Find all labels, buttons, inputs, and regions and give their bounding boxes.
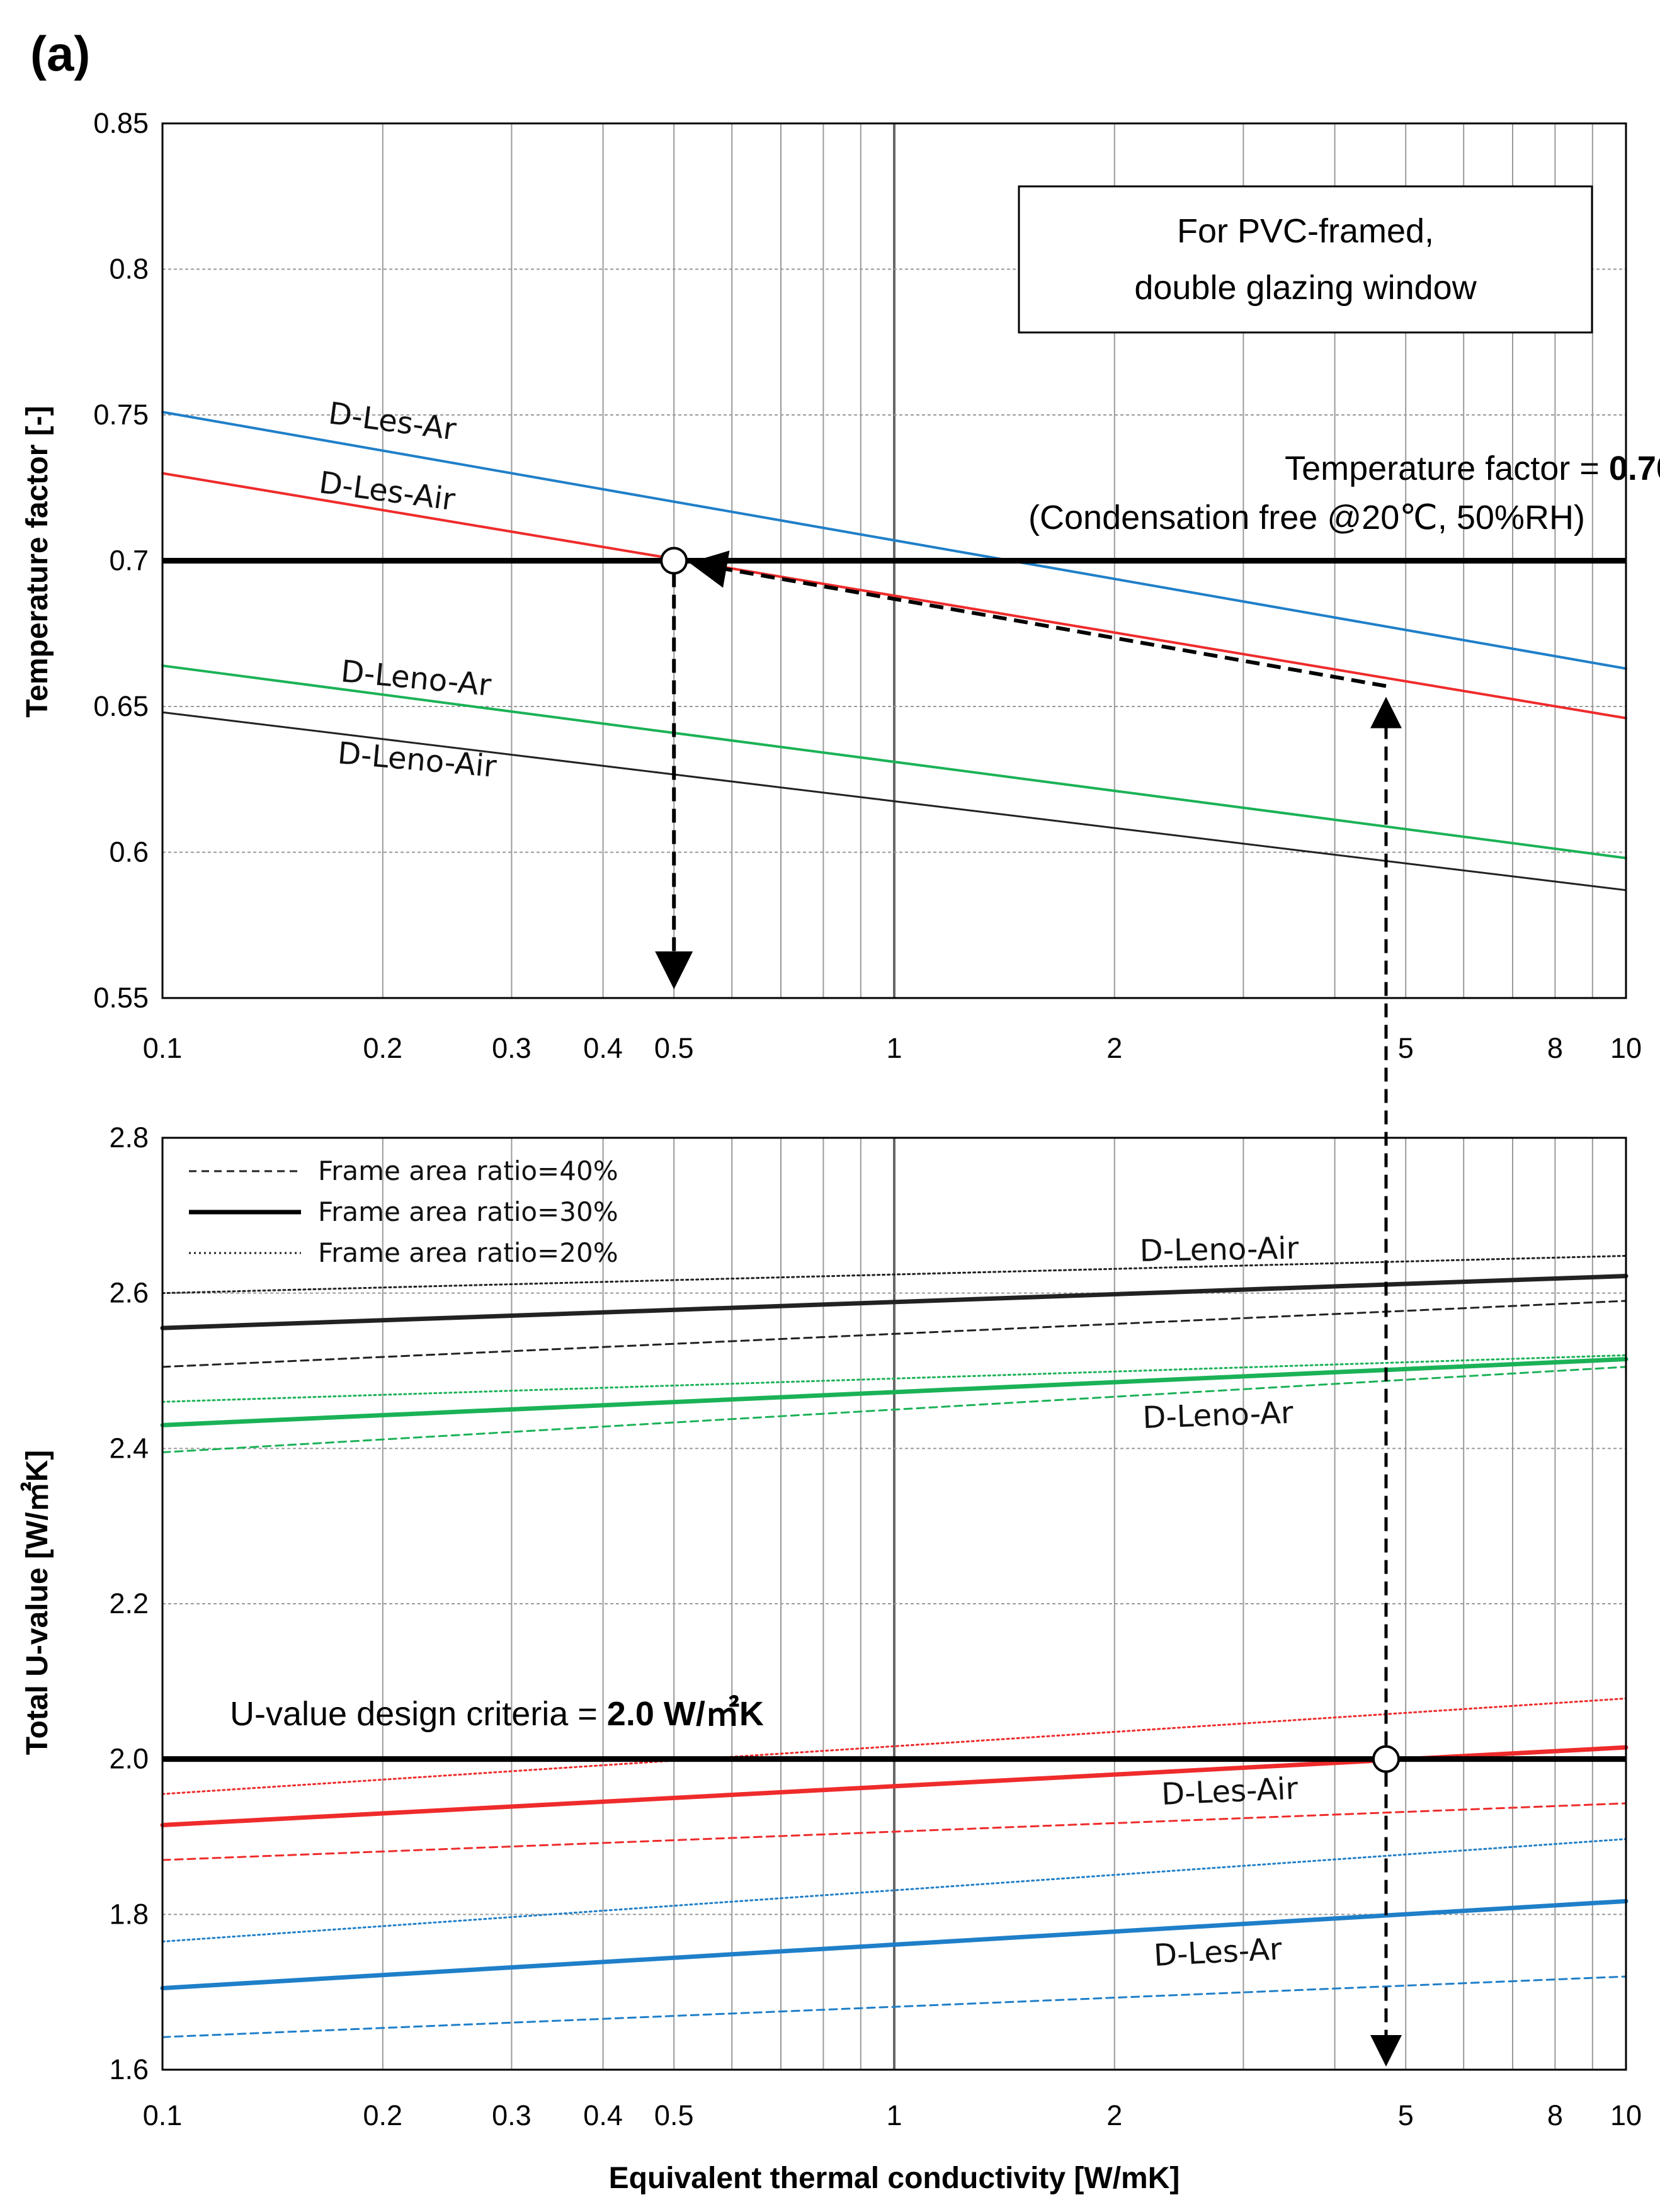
top-label-d-leno-ar: D-Leno-Ar: [339, 654, 493, 703]
top-label-d-leno-air: D-Leno-Air: [336, 735, 498, 785]
markers: [660, 547, 1400, 1773]
legend-label-20: Frame area ratio=20%: [318, 1237, 618, 1268]
info-box: [1018, 185, 1593, 334]
top-y-tick-label: 0.55: [93, 982, 149, 1014]
bottom-series-d-leno-air-40-: [161, 1300, 1627, 1368]
bottom-series-d-leno-ar-30-: [160, 1357, 1629, 1427]
bottom-y-axis-title: Total U-value [W/㎡K]: [20, 1450, 54, 1755]
bottom-series: [160, 1254, 1629, 2038]
bottom-series-d-les-air-40-: [161, 1802, 1627, 1861]
bottom-series-d-leno-ar-20-: [161, 1354, 1627, 1403]
legend-label-40: Frame area ratio=40%: [318, 1155, 618, 1186]
bottom-y-tick-label: 2.2: [109, 1587, 149, 1619]
bottom-x-tick-label: 0.4: [583, 2099, 623, 2131]
legend-label-30: Frame area ratio=30%: [318, 1196, 618, 1227]
top-y-tick-label: 0.65: [93, 690, 149, 722]
bottom-plot-frame: [161, 1137, 1627, 2071]
bottom-intersection-marker: [1372, 1745, 1400, 1773]
top-series-d-leno-air: [161, 711, 1627, 892]
top-y-tick-label: 0.85: [93, 107, 149, 139]
info-box-line1: For PVC-framed,: [1177, 212, 1434, 250]
bottom-series-d-leno-ar-40-: [161, 1366, 1627, 1453]
x-axis-title: Equivalent thermal conductivity [W/mK]: [609, 2162, 1180, 2195]
bottom-x-tick-label: 0.3: [492, 2099, 532, 2131]
bottom-y-tick-label: 2.8: [109, 1121, 149, 1154]
top-series-d-leno-ar: [161, 664, 1627, 859]
info-box-line2: double glazing window: [1134, 269, 1477, 307]
bottom-chart: 1.6 1.8 2.0 2.2 2.4 2.6 2.8 0.1 0.2 0.3 0.4 0.5 1 2 5 8…: [20, 1121, 1642, 2195]
bottom-label-d-les-air: D-Les-Air: [1161, 1771, 1299, 1812]
u-value-criteria-text: U-value design criteria = 2.0 W/㎡K: [230, 1694, 764, 1733]
bottom-label-d-les-ar: D-Les-Ar: [1153, 1931, 1283, 1973]
bottom-label-d-leno-air: D-Leno-Air: [1139, 1231, 1299, 1269]
bottom-y-tick-label: 2.0: [109, 1743, 149, 1775]
legend: Frame area ratio=40% Frame area ratio=30…: [189, 1155, 618, 1268]
top-x-tick-label: 0.1: [143, 1032, 183, 1064]
top-x-tick-label: 5: [1398, 1032, 1414, 1064]
top-x-tick-label: 0.4: [583, 1032, 623, 1064]
top-x-tick-label: 8: [1547, 1032, 1563, 1064]
bottom-x-tick-label: 10: [1610, 2099, 1642, 2131]
temperature-criteria-subtext: (Condensation free @20℃, 50%RH): [1028, 499, 1585, 536]
bottom-label-d-leno-ar: D-Leno-Ar: [1142, 1395, 1293, 1436]
panel-label: (a): [30, 26, 90, 81]
top-x-tick-label: 0.5: [654, 1032, 694, 1064]
top-y-tick-label: 0.6: [109, 836, 149, 868]
u-value-criteria-value: 2.0 W/㎡K: [607, 1694, 764, 1733]
bottom-x-tick-label: 0.2: [363, 2099, 403, 2131]
bottom-y-tick-label: 1.8: [109, 1898, 149, 1930]
top-tick-labels: 0.550.60.650.70.750.80.850.1 0.2 0.3 0.4 0.5…: [93, 107, 1642, 1064]
temperature-criteria-value: 0.70: [1609, 450, 1660, 487]
bottom-series-d-les-ar-40-: [161, 1975, 1627, 2038]
top-series: [161, 411, 1627, 892]
bottom-series-d-les-air-20-: [161, 1697, 1627, 1795]
top-label-d-les-ar: D-Les-Ar: [326, 395, 458, 447]
bottom-series-d-les-ar-20-: [161, 1838, 1627, 1943]
u-value-criteria-prefix: U-value design criteria =: [230, 1695, 607, 1733]
bottom-y-tick-label: 1.6: [109, 2053, 149, 2085]
temperature-criteria-text: Temperature factor = 0.70: [1285, 450, 1660, 487]
top-chart: 0.550.60.650.70.750.80.850.1 0.2 0.3 0.4 0.5…: [21, 107, 1660, 1064]
top-x-tick-label: 10: [1610, 1032, 1642, 1064]
top-plot-frame: [161, 122, 1627, 999]
top-x-tick-label: 1: [886, 1032, 902, 1064]
arrow-diagonal-to-criteria: [689, 550, 1387, 688]
top-series-d-les-ar: [161, 411, 1627, 670]
top-intersection-marker: [660, 547, 688, 575]
top-x-tick-label: 0.2: [363, 1032, 403, 1064]
temperature-criteria-prefix: Temperature factor =: [1285, 450, 1609, 487]
top-y-tick-label: 0.7: [109, 545, 149, 577]
bottom-x-tick-label: 0.1: [143, 2099, 183, 2131]
bottom-x-tick-label: 1: [886, 2099, 902, 2131]
top-series-d-les-air: [161, 472, 1627, 720]
bottom-grid: [162, 1137, 1627, 2070]
top-y-tick-label: 0.75: [93, 399, 149, 431]
top-y-tick-label: 0.8: [109, 253, 149, 285]
bottom-tick-labels: 1.6 1.8 2.0 2.2 2.4 2.6 2.8 0.1 0.2 0.3 0.4 0.5 1 2 5 8…: [109, 1121, 1642, 2131]
bottom-y-tick-label: 2.6: [109, 1277, 149, 1309]
top-y-axis-title: Temperature factor [-]: [21, 406, 54, 717]
bottom-x-tick-label: 2: [1106, 2099, 1122, 2131]
bottom-y-tick-label: 2.4: [109, 1432, 149, 1464]
bottom-series-d-les-ar-30-: [160, 1898, 1629, 1990]
top-x-tick-label: 2: [1106, 1032, 1122, 1064]
bottom-series-d-leno-air-20-: [161, 1254, 1627, 1295]
top-x-tick-label: 0.3: [492, 1032, 532, 1064]
bottom-series-d-leno-air-30-: [160, 1274, 1629, 1330]
bottom-x-tick-label: 5: [1398, 2099, 1414, 2131]
top-arrows: [655, 550, 1387, 989]
bottom-x-tick-label: 8: [1547, 2099, 1563, 2131]
bottom-x-tick-label: 0.5: [654, 2099, 694, 2131]
